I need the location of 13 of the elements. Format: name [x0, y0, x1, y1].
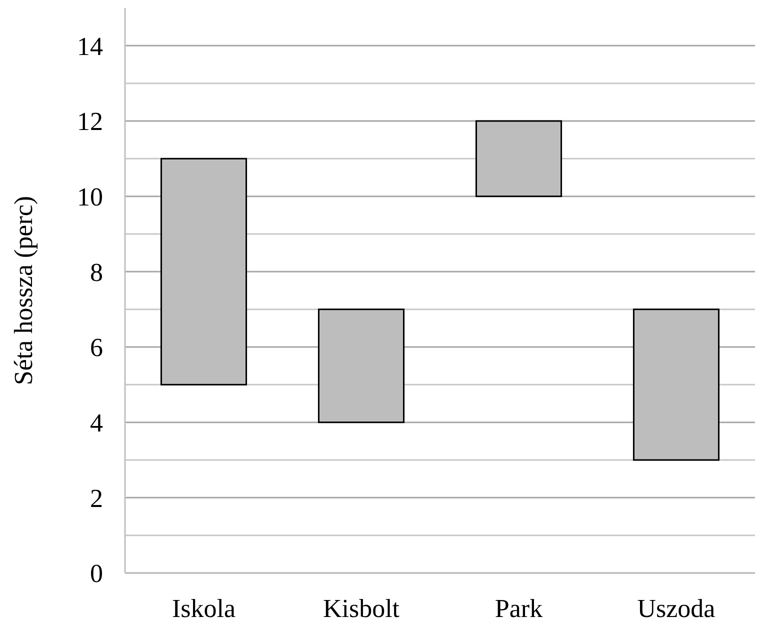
y-axis-title: Séta hossza (perc) [9, 196, 38, 386]
x-tick-label: Kisbolt [322, 594, 400, 623]
y-tick-label: 0 [90, 559, 103, 588]
y-tick-label: 8 [90, 258, 103, 287]
y-tick-label: 6 [90, 333, 103, 362]
y-tick-label: 2 [90, 484, 103, 513]
x-tick-label: Uszoda [637, 594, 716, 623]
y-tick-label: 4 [90, 408, 103, 438]
x-tick-label: Iskola [172, 594, 236, 623]
x-tick-label: Park [494, 594, 543, 623]
y-tick-label: 14 [77, 32, 103, 61]
y-tick-label: 10 [77, 182, 103, 212]
y-tick-label: 12 [77, 107, 103, 136]
